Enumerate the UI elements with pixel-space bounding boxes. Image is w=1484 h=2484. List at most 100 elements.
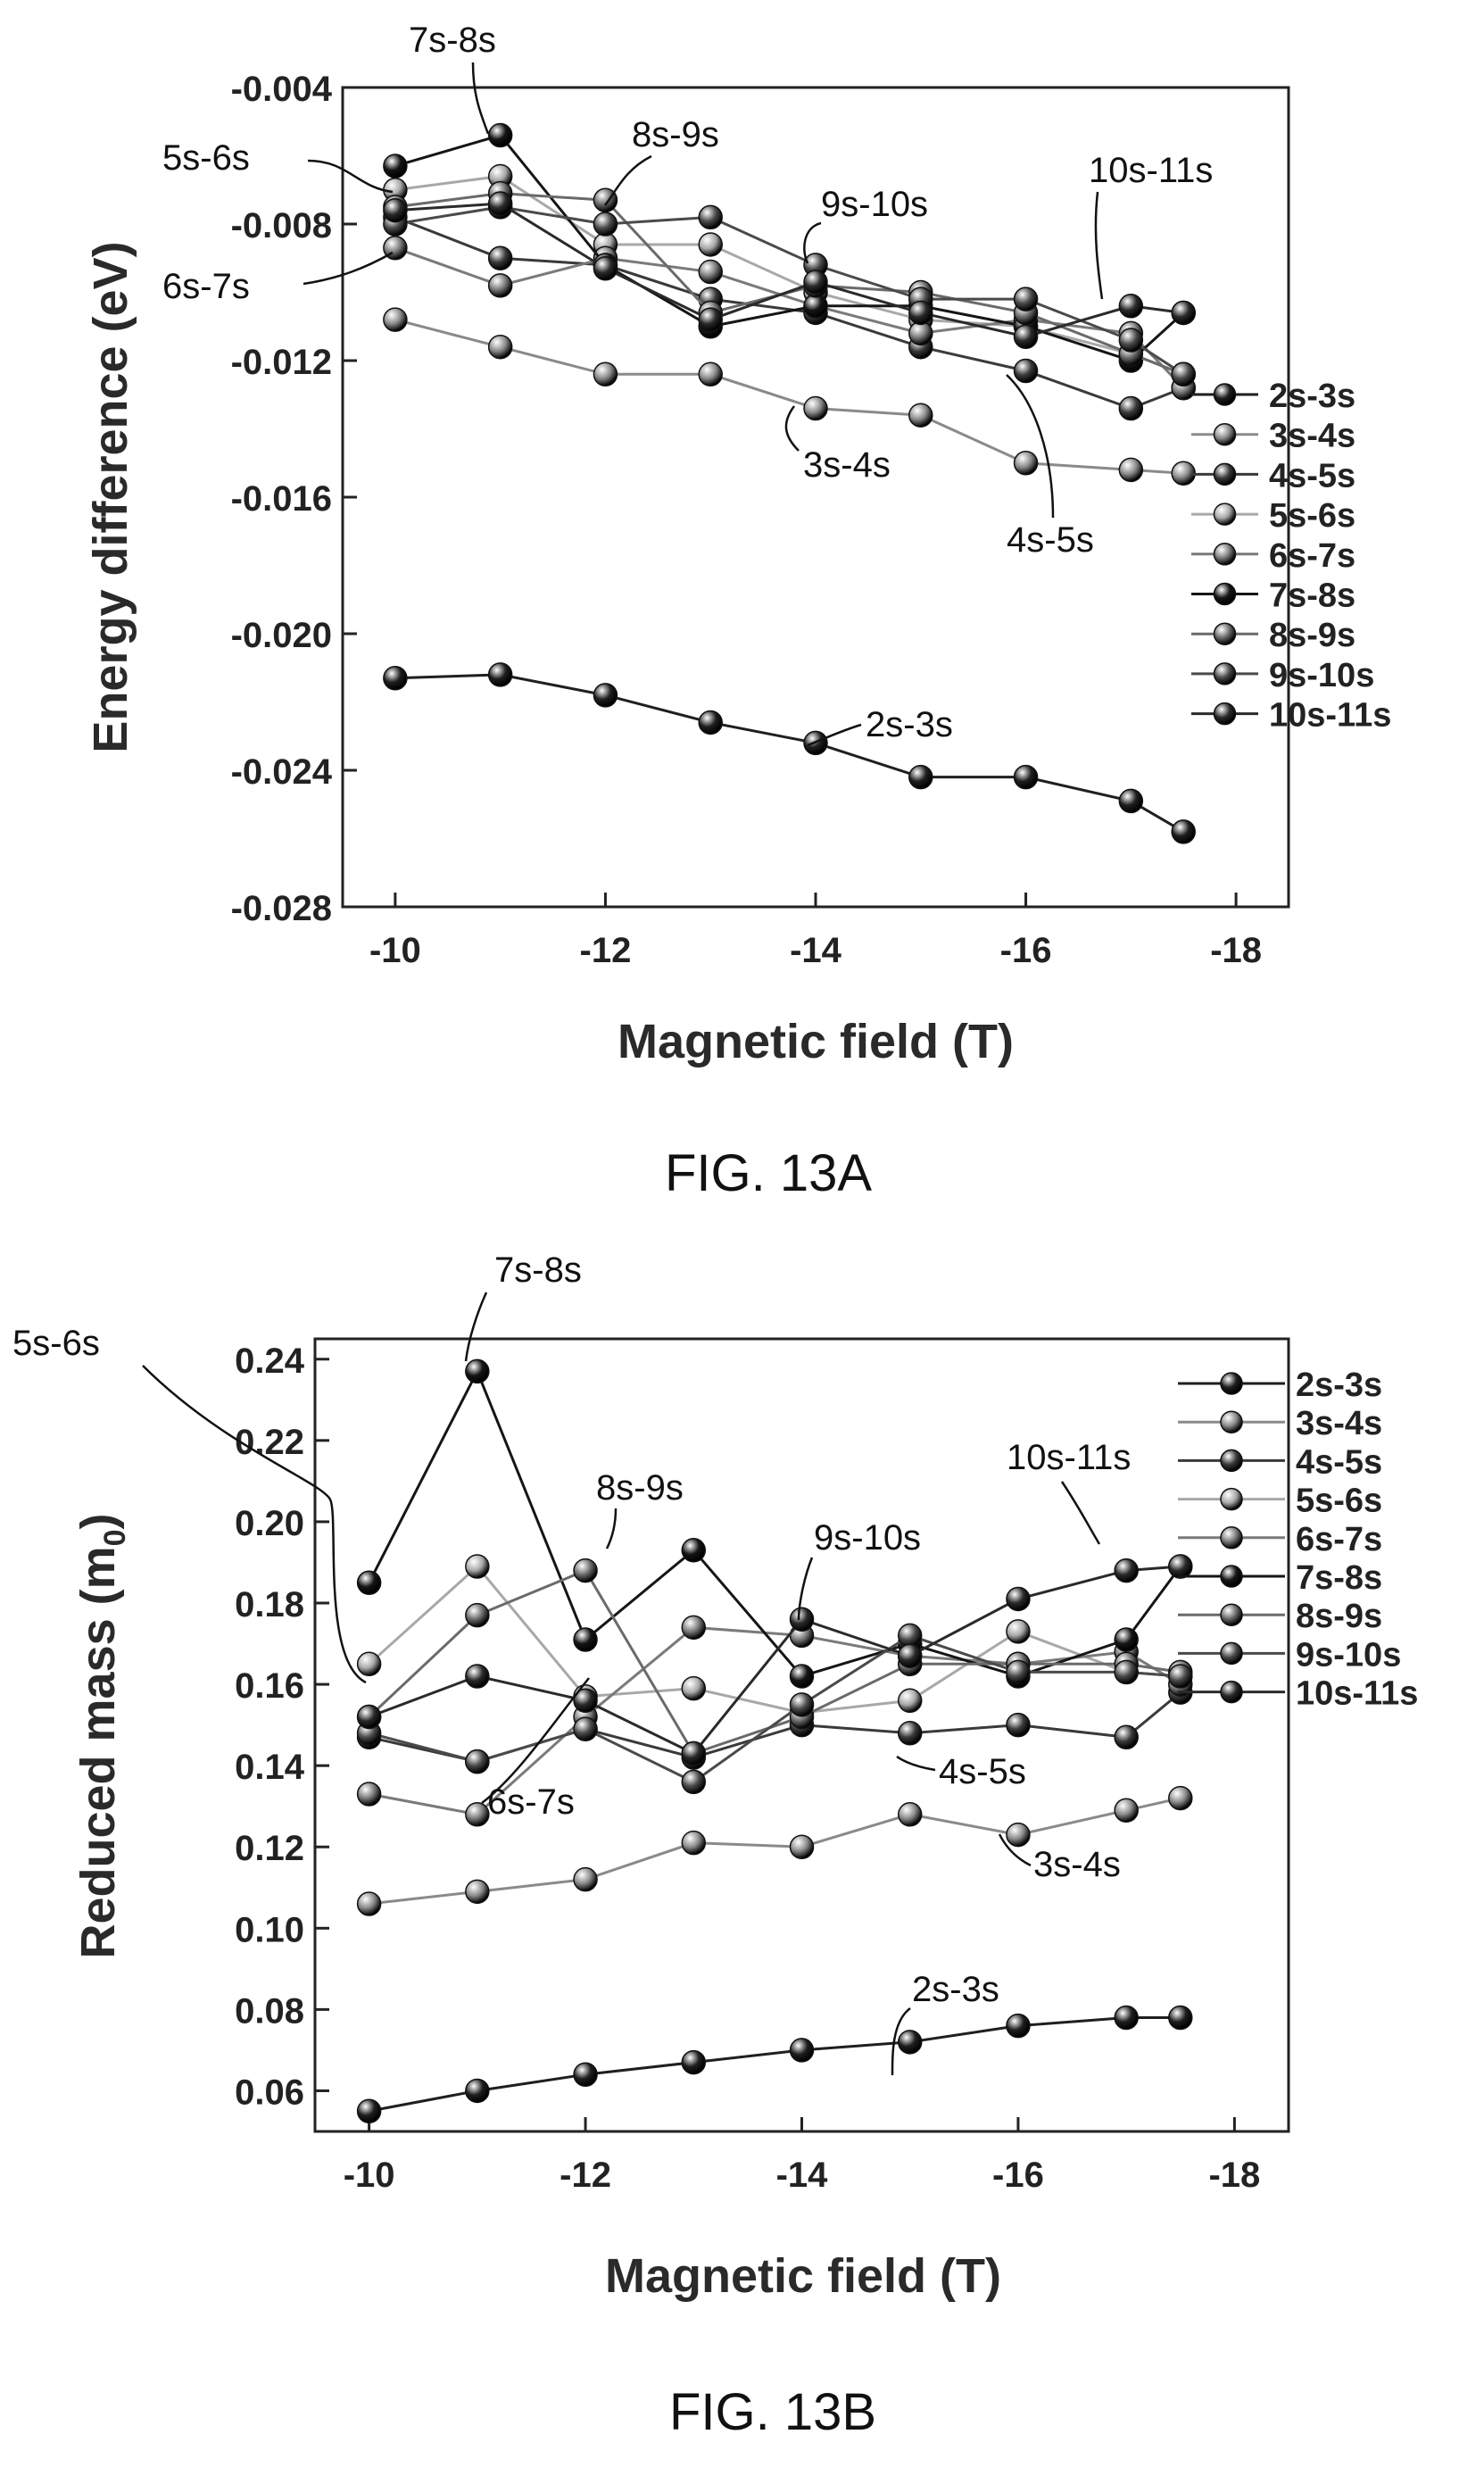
- data-point: [593, 683, 618, 708]
- data-point: [698, 307, 723, 332]
- annotation-leader: [464, 1292, 488, 1362]
- annotation-leader: [1006, 374, 1055, 519]
- data-point: [1118, 457, 1144, 483]
- data-point: [465, 1664, 490, 1689]
- y-tick-label: -0.028: [231, 889, 332, 928]
- series-line: [369, 1633, 1181, 1784]
- y-tick-label: -0.008: [231, 206, 332, 245]
- y-tick-label: 0.22: [235, 1423, 304, 1462]
- legend-label: 2s-3s: [1296, 1367, 1382, 1404]
- legend-marker: [1213, 662, 1237, 685]
- data-point: [356, 1704, 382, 1730]
- data-point: [487, 191, 513, 216]
- data-point: [897, 1688, 923, 1714]
- y-tick-label: -0.004: [231, 70, 333, 109]
- y-tick-label: 0.14: [235, 1748, 305, 1787]
- data-point: [1168, 2005, 1193, 2031]
- data-point: [383, 307, 408, 332]
- legend-label: 10s-11s: [1269, 697, 1391, 735]
- legend-label: 2s-3s: [1269, 378, 1355, 415]
- x-tick-label: -10: [369, 931, 421, 970]
- y-tick-label: 0.12: [235, 1829, 304, 1868]
- legend-marker: [1213, 462, 1237, 486]
- series-2s-3s: [356, 2005, 1193, 2123]
- data-point: [908, 403, 933, 428]
- series-line: [369, 2015, 1181, 2113]
- data-point: [356, 1782, 382, 1807]
- data-point: [465, 1802, 490, 1827]
- legend-marker: [1213, 622, 1237, 645]
- data-point: [789, 1607, 815, 1632]
- annotation-label: 9s-10s: [814, 1518, 921, 1558]
- data-point: [681, 1615, 707, 1641]
- series-4s-5s: [383, 204, 1196, 421]
- data-point: [573, 1716, 598, 1741]
- data-point: [356, 1570, 382, 1595]
- series-10s-11s: [356, 1554, 1193, 1766]
- legend-item: 4s-5s: [1191, 457, 1355, 494]
- series-line: [394, 215, 1184, 411]
- annotation-label: 2s-3s: [866, 705, 953, 744]
- legend-item: 9s-10s: [1178, 1636, 1401, 1674]
- x-tick-label: -16: [1000, 931, 1052, 970]
- data-point: [789, 1692, 815, 1717]
- data-point: [356, 1891, 382, 1916]
- data-point: [803, 270, 828, 295]
- data-point: [1006, 1619, 1031, 1644]
- series-layer: [356, 1358, 1193, 2123]
- legend-label: 9s-10s: [1269, 657, 1374, 694]
- annotation-label: 10s-11s: [1007, 1438, 1131, 1477]
- data-point: [1118, 294, 1144, 319]
- legend-label: 4s-5s: [1269, 457, 1355, 494]
- annotations: 7s-8s 5s-6s 8s-9s 9s-10s 10s-11s 6s-7s 4…: [12, 1250, 1131, 2076]
- legend-item: 7s-8s: [1191, 577, 1355, 615]
- annotation-leader: [891, 2007, 911, 2076]
- series-line: [394, 318, 1184, 475]
- legend-label: 6s-7s: [1296, 1521, 1382, 1558]
- legend-marker: [1213, 383, 1237, 406]
- y-tick-label: 0.10: [235, 1910, 304, 1949]
- legend: 2s-3s3s-4s4s-5s5s-6s6s-7s7s-8s8s-9s9s-10…: [1191, 378, 1391, 735]
- annotation-leader: [784, 405, 800, 452]
- legend-marker: [1220, 1641, 1243, 1666]
- data-point: [383, 665, 408, 691]
- data-point: [789, 2038, 815, 2063]
- data-point: [1114, 1659, 1139, 1685]
- annotation-leader: [803, 221, 822, 264]
- data-point: [383, 197, 408, 223]
- x-tick-label: -16: [992, 2156, 1044, 2195]
- series-5s-6s: [356, 1554, 1193, 1725]
- annotation-leader: [142, 1365, 367, 1684]
- data-point: [1006, 2013, 1031, 2039]
- legend-item: 3s-4s: [1191, 418, 1355, 455]
- series-line: [394, 192, 1184, 376]
- annotation-label: 8s-9s: [596, 1468, 684, 1508]
- annotation-label: 8s-9s: [632, 115, 719, 154]
- legend-marker: [1220, 1372, 1243, 1395]
- data-point: [681, 2049, 707, 2075]
- data-point: [1114, 1724, 1139, 1750]
- data-point: [487, 122, 513, 148]
- data-point: [1171, 300, 1196, 326]
- data-point: [593, 255, 618, 281]
- data-point: [1171, 361, 1196, 387]
- legend-marker: [1213, 702, 1237, 726]
- legend-label: 7s-8s: [1269, 577, 1355, 615]
- data-point: [573, 1866, 598, 1892]
- annotation-label: 3s-4s: [1033, 1845, 1121, 1884]
- legend-item: 6s-7s: [1191, 537, 1355, 575]
- figure-caption: FIG. 13B: [669, 2383, 876, 2441]
- x-tick-label: -10: [344, 2156, 395, 2195]
- legend-marker: [1220, 1449, 1243, 1473]
- data-point: [573, 1688, 598, 1714]
- y-axis-title: Energy difference (eV): [84, 241, 137, 752]
- data-point: [487, 334, 513, 360]
- data-point: [1013, 358, 1039, 384]
- legend-item: 5s-6s: [1191, 497, 1355, 535]
- annotation-label: 4s-5s: [939, 1752, 1026, 1791]
- data-point: [465, 1554, 490, 1579]
- data-point: [1006, 1822, 1031, 1848]
- y-tick-label: 0.08: [235, 1991, 304, 2031]
- legend-label: 5s-6s: [1269, 497, 1355, 535]
- y-axis-title-main: Reduced mass (m: [71, 1546, 125, 1958]
